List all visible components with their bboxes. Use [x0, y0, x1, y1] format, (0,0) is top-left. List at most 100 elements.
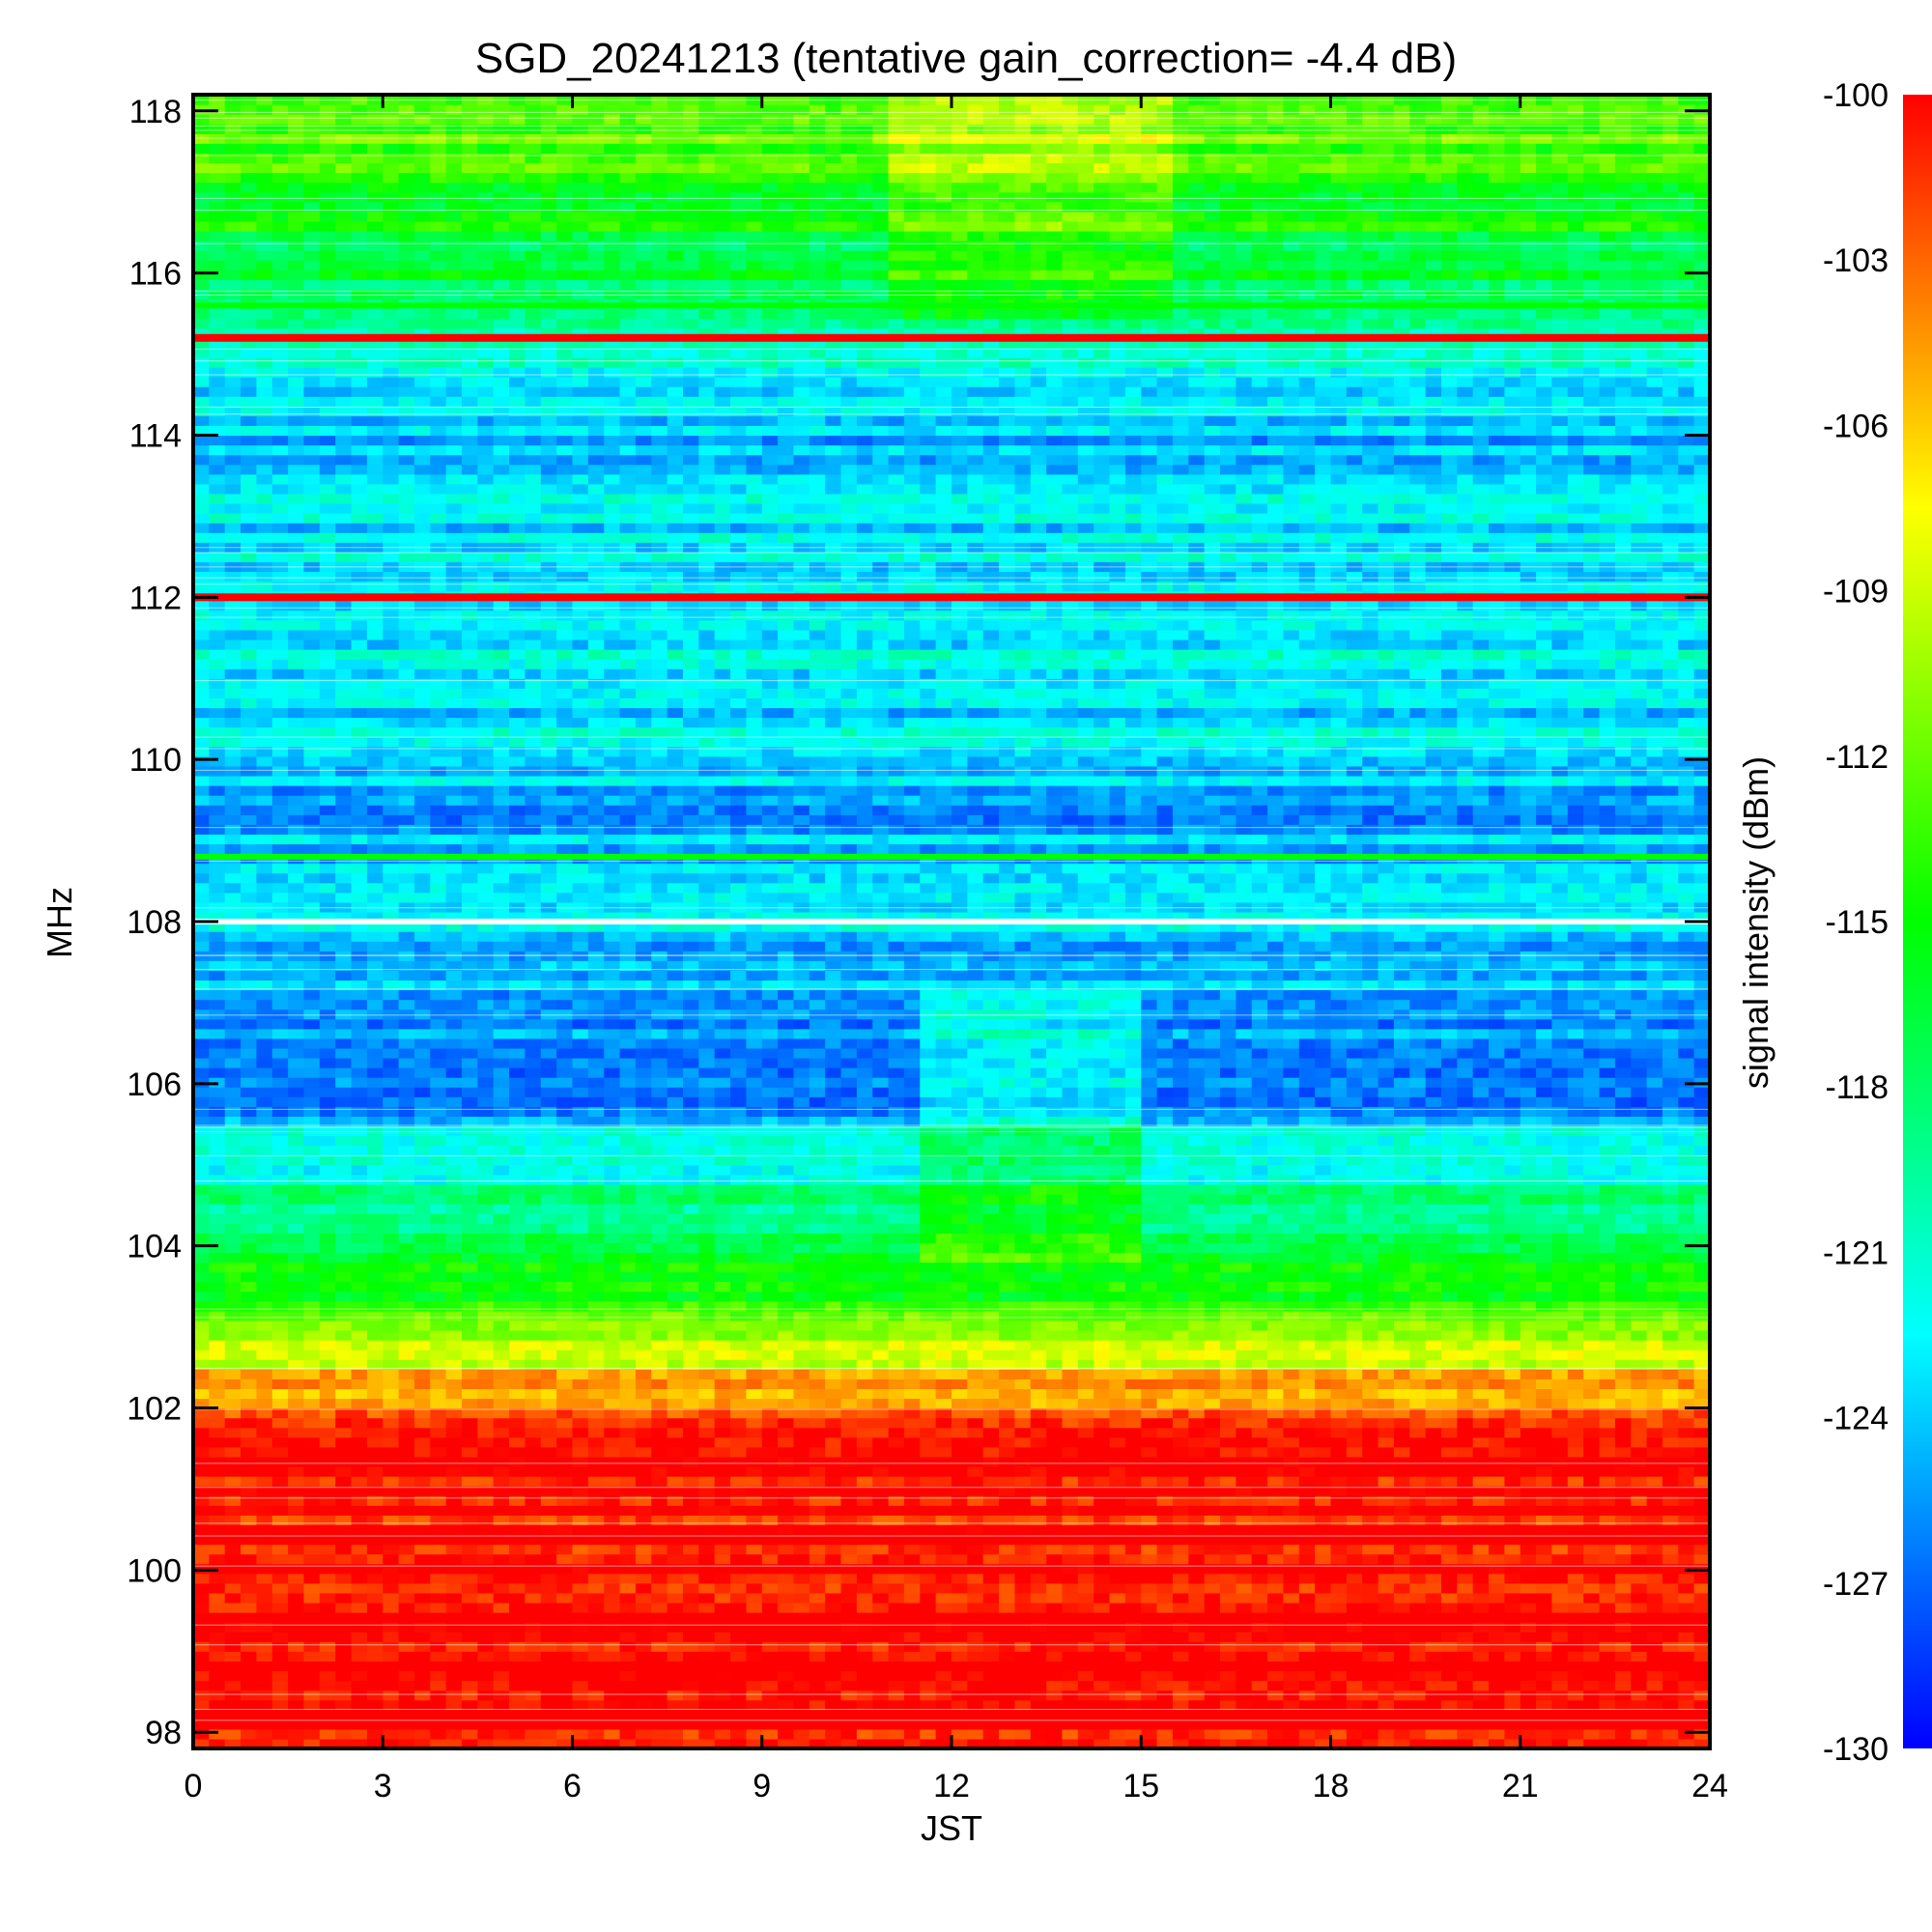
heatmap-cell: [288, 1398, 305, 1409]
heatmap-cell: [1124, 1699, 1142, 1711]
heatmap-cell: [1315, 1728, 1332, 1740]
heatmap-cell: [1236, 1651, 1253, 1662]
heatmap-cell: [241, 1709, 258, 1720]
heatmap-cell: [1457, 1544, 1474, 1555]
heatmap-cell: [1330, 1602, 1348, 1613]
heatmap-cell: [271, 1622, 289, 1633]
heatmap-cell: [967, 1573, 984, 1584]
heatmap-cell: [698, 1592, 716, 1604]
heatmap-cell: [825, 1359, 842, 1370]
heatmap-cell: [493, 1515, 510, 1525]
heatmap-cell: [413, 1651, 431, 1662]
heatmap-cell: [809, 1465, 826, 1477]
heatmap-cell: [509, 1476, 526, 1487]
heatmap-cell: [303, 1242, 321, 1253]
heatmap-cell: [1014, 1407, 1032, 1419]
heatmap-cell: [761, 1495, 779, 1506]
heatmap-cell: [493, 1465, 510, 1477]
heatmap-cell: [1141, 1427, 1158, 1438]
heatmap-cell: [1188, 1544, 1206, 1555]
heatmap-cell: [1109, 1252, 1126, 1264]
heatmap-cell: [651, 1252, 668, 1264]
heatmap-cell: [1583, 1427, 1601, 1438]
heatmap-cell: [1156, 1632, 1174, 1642]
heatmap-cell: [1141, 1476, 1158, 1487]
heatmap-cell: [888, 1505, 905, 1516]
heatmap-cell: [1614, 1524, 1632, 1536]
heatmap-cell: [1220, 1320, 1236, 1331]
heatmap-cell: [509, 1661, 526, 1672]
heatmap-cell: [698, 1378, 716, 1389]
heatmap-cell: [1046, 1680, 1064, 1691]
heatmap-cell: [1536, 1281, 1553, 1293]
heatmap-cell: [462, 1524, 478, 1536]
heatmap-cell: [935, 1592, 952, 1604]
heatmap-cell: [999, 1407, 1016, 1419]
heatmap-cell: [1631, 1670, 1648, 1682]
heatmap-cell: [1094, 1281, 1111, 1293]
heatmap-cell: [303, 1670, 321, 1682]
heatmap-cell: [840, 1262, 858, 1273]
heatmap-cell: [445, 1417, 463, 1429]
heatmap-cell: [635, 1524, 652, 1536]
heatmap-cell: [682, 1582, 699, 1594]
heatmap-cell: [888, 1456, 905, 1467]
heatmap-cell: [413, 1738, 431, 1749]
heatmap-cell: [1567, 1592, 1584, 1604]
heatmap-cell: [1315, 1612, 1332, 1623]
heatmap-cell: [572, 1602, 589, 1613]
heatmap-cell: [1109, 1242, 1126, 1253]
heatmap-cell: [1662, 1340, 1679, 1350]
heatmap-cell: [1378, 1622, 1395, 1633]
heatmap-cell: [1094, 1670, 1111, 1682]
heatmap-cell: [1077, 1495, 1094, 1506]
heatmap-cell: [730, 1738, 747, 1749]
heatmap-cell: [698, 1602, 716, 1613]
heatmap-cell: [1204, 1242, 1221, 1253]
heatmap-cell: [1330, 1329, 1348, 1341]
heatmap-cell: [604, 1738, 621, 1749]
heatmap-cell: [999, 1446, 1016, 1458]
heatmap-cell: [1188, 1738, 1206, 1749]
heatmap-cell: [1204, 1612, 1221, 1623]
heatmap-cell: [778, 1291, 795, 1302]
heatmap-cell: [1678, 1310, 1695, 1321]
heatmap-cell: [525, 1661, 542, 1672]
heatmap-cell: [1614, 1369, 1632, 1379]
heatmap-cell: [920, 1495, 937, 1506]
heatmap-cell: [667, 1582, 684, 1594]
heatmap-cell: [1156, 1456, 1174, 1467]
heatmap-cell: [714, 1563, 731, 1575]
heatmap-cell: [477, 1632, 495, 1642]
heatmap-cell: [525, 1329, 542, 1341]
heatmap-cell: [572, 1544, 589, 1555]
heatmap-cell: [1678, 1582, 1695, 1594]
heatmap-cell: [1472, 1544, 1490, 1555]
heatmap-cell: [1172, 1728, 1189, 1740]
heatmap-cell: [1583, 1573, 1601, 1584]
heatmap-cell: [856, 1719, 873, 1730]
heatmap-cell: [1030, 1582, 1047, 1594]
heatmap-cell: [1251, 1388, 1268, 1400]
heatmap-cell: [366, 1407, 384, 1419]
heatmap-cell: [1298, 1719, 1316, 1730]
heatmap-cell: [1267, 1407, 1285, 1419]
heatmap-cell: [1536, 1602, 1553, 1613]
heatmap-cell: [793, 1524, 810, 1536]
heatmap-cell: [1489, 1310, 1505, 1321]
heatmap-cell: [398, 1738, 415, 1749]
heatmap-cell: [1489, 1738, 1505, 1749]
heatmap-cell: [493, 1661, 510, 1672]
heatmap-cell: [193, 1281, 210, 1293]
heatmap-cell: [778, 1592, 795, 1604]
heatmap-cell: [1409, 1369, 1427, 1379]
heatmap-cell: [1520, 1622, 1537, 1633]
heatmap-cell: [651, 1456, 668, 1467]
heatmap-cell: [1489, 1524, 1505, 1536]
heatmap-cell: [256, 1690, 273, 1701]
heatmap-cell: [540, 1398, 557, 1409]
heatmap-cell: [1014, 1465, 1032, 1477]
heatmap-cell: [982, 1602, 1000, 1613]
heatmap-cell: [840, 1329, 858, 1341]
heatmap-cell: [1046, 1534, 1064, 1546]
